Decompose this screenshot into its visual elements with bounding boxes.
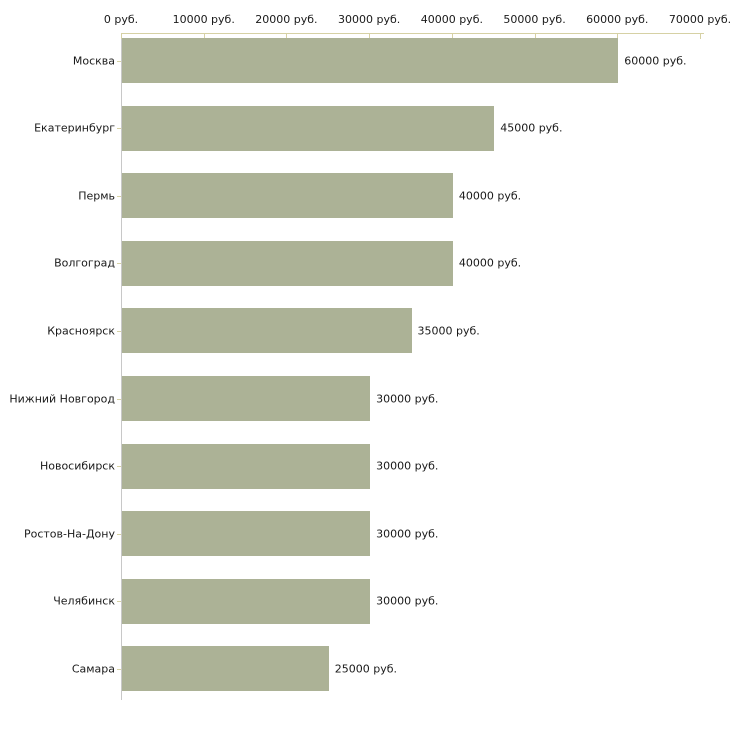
- value-label: 25000 руб.: [334, 662, 398, 676]
- bar-Новосибирск: [122, 443, 371, 489]
- value-label: 35000 руб.: [417, 324, 480, 338]
- y-axis-tick: [117, 263, 121, 265]
- x-axis-tick: [203, 33, 205, 39]
- y-axis-tick: [117, 60, 121, 62]
- y-axis-line: [121, 33, 122, 700]
- category-label: Ростов-На-Дону: [23, 527, 115, 541]
- value-label: 30000 руб.: [376, 594, 439, 608]
- category-label: Новосибирск: [39, 459, 115, 473]
- y-axis-tick: [117, 601, 121, 603]
- x-axis-tick: [534, 33, 536, 39]
- y-axis-tick: [117, 330, 121, 332]
- category-label: Нижний Новгород: [9, 392, 115, 405]
- x-axis-tick: [369, 33, 371, 39]
- category-label: Пермь: [78, 189, 115, 203]
- value-label: 45000 руб.: [500, 121, 563, 135]
- bar-Челябинск: [122, 578, 371, 624]
- category-label: Челябинск: [53, 594, 115, 608]
- value-label: 40000 руб.: [458, 256, 522, 270]
- bar-Нижний Новгород: [122, 376, 371, 421]
- x-axis-tick-label: 50000 руб.: [503, 13, 566, 26]
- value-label: 30000 руб.: [376, 459, 439, 473]
- x-axis-tick-label: 60000 руб.: [586, 13, 649, 26]
- y-axis-tick: [117, 398, 121, 400]
- bar-Красноярск: [122, 308, 412, 354]
- x-axis-tick: [121, 33, 122, 39]
- y-axis-tick: [117, 128, 121, 130]
- category-label: Волгоград: [54, 256, 115, 270]
- y-axis-tick: [117, 668, 121, 670]
- value-label: 40000 руб.: [458, 189, 522, 203]
- bar-Ростов-На-Дону: [122, 511, 371, 557]
- category-label: Самара: [71, 662, 115, 676]
- bar-Волгоград: [122, 240, 453, 286]
- category-label: Екатеринбург: [34, 121, 115, 135]
- x-axis-tick: [451, 33, 453, 39]
- category-label: Красноярск: [47, 324, 115, 338]
- x-axis-tick-label: 10000 руб.: [172, 13, 235, 26]
- value-label: 30000 руб.: [376, 527, 439, 541]
- x-axis-tick: [617, 33, 619, 39]
- x-axis-tick-label: 70000 руб.: [668, 13, 730, 26]
- value-label: 30000 руб.: [376, 392, 439, 405]
- x-axis-tick-label: 30000 руб.: [338, 13, 401, 26]
- bar-Пермь: [122, 173, 453, 219]
- category-label: Москва: [72, 54, 115, 67]
- y-axis-tick: [117, 195, 121, 197]
- y-axis-tick: [117, 533, 121, 535]
- bar-Екатеринбург: [122, 105, 495, 151]
- bar-Самара: [122, 646, 329, 692]
- x-axis-tick: [286, 33, 288, 39]
- bar-Москва: [122, 38, 619, 83]
- x-axis-tick-label: 40000 руб.: [420, 13, 483, 26]
- x-axis-tick: [700, 33, 701, 39]
- x-axis-line: [121, 33, 704, 34]
- x-axis-tick-label: 20000 руб.: [255, 13, 318, 26]
- value-label: 60000 руб.: [624, 54, 687, 67]
- y-axis-tick: [117, 466, 121, 468]
- x-axis-tick-label: 0 руб.: [103, 13, 139, 26]
